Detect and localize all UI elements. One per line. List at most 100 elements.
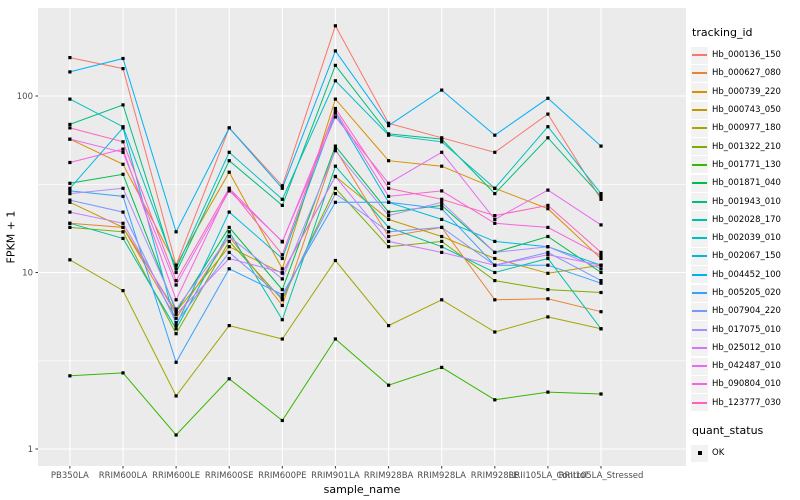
data-point xyxy=(387,214,391,218)
data-point xyxy=(121,289,125,293)
data-point xyxy=(174,298,178,302)
data-point xyxy=(546,136,550,140)
legend-label: Hb_004452_100 xyxy=(712,269,781,280)
legend-label: Hb_002028_170 xyxy=(712,214,781,225)
legend-color-line xyxy=(692,346,707,349)
legend-item-Hb_002028_170: Hb_002028_170 xyxy=(691,211,800,229)
data-point xyxy=(599,197,603,201)
data-point xyxy=(440,88,444,92)
data-point xyxy=(599,270,603,275)
data-point xyxy=(440,164,444,168)
legend-label: Hb_000743_050 xyxy=(712,105,781,116)
legend-label: Hb_001943_010 xyxy=(712,196,781,207)
data-point xyxy=(68,97,72,101)
data-point xyxy=(546,390,550,394)
data-point xyxy=(387,324,391,328)
legend-title-quant-status: quant_status xyxy=(692,423,764,437)
data-point xyxy=(227,239,231,243)
data-point xyxy=(280,298,284,302)
data-point xyxy=(493,256,497,261)
data-point xyxy=(599,290,603,295)
data-point xyxy=(440,207,444,211)
legend-label: Hb_000627_080 xyxy=(712,68,781,79)
legend-color-line xyxy=(692,383,707,386)
data-point xyxy=(174,316,178,320)
data-point xyxy=(68,374,72,378)
data-point xyxy=(599,392,603,396)
legend-key-line-icon xyxy=(691,247,708,265)
legend-color-line xyxy=(692,273,707,276)
legend-color-line xyxy=(692,401,707,404)
data-point xyxy=(227,189,231,193)
data-point xyxy=(174,230,178,234)
legend-color-line xyxy=(692,90,707,93)
data-point xyxy=(68,181,72,185)
data-point xyxy=(280,293,284,297)
legend: tracking_id Hb_000136_150 Hb_000627_080 Hb… xyxy=(691,26,800,462)
data-point xyxy=(174,307,178,311)
data-point xyxy=(440,217,444,221)
data-point xyxy=(599,327,603,331)
data-point xyxy=(387,186,391,190)
x-axis-title: sample_name xyxy=(323,483,401,496)
legend-item-Hb_000739_220: Hb_000739_220 xyxy=(691,83,800,101)
data-point xyxy=(174,310,178,314)
data-point xyxy=(68,221,72,225)
data-point xyxy=(546,271,550,275)
data-point xyxy=(174,267,178,271)
legend-label: Hb_007904_220 xyxy=(712,306,781,317)
legend-label: Hb_017075_010 xyxy=(712,324,781,335)
data-point xyxy=(227,210,231,214)
legend-label: Hb_000977_180 xyxy=(712,123,781,134)
data-point xyxy=(440,140,444,144)
data-point xyxy=(387,217,391,221)
data-point xyxy=(387,121,391,125)
legend-item-Hb_000627_080: Hb_000627_080 xyxy=(691,64,800,82)
data-point xyxy=(174,321,178,325)
data-point xyxy=(333,79,337,83)
data-point xyxy=(546,250,550,254)
data-point xyxy=(440,137,444,141)
data-point xyxy=(333,49,337,53)
legend-color-line xyxy=(692,310,707,313)
x-tick-label: RRIM928LE xyxy=(471,471,519,481)
data-point xyxy=(546,253,550,257)
legend-key-line-icon xyxy=(691,156,708,174)
data-point xyxy=(174,312,178,316)
data-point xyxy=(68,258,72,262)
data-point xyxy=(121,194,125,198)
legend-item-Hb_123777_030: Hb_123777_030 xyxy=(691,394,800,412)
data-point xyxy=(227,150,231,154)
data-point xyxy=(493,250,497,254)
legend-label: Hb_000739_220 xyxy=(712,86,781,97)
legend-item-Hb_090804_010: Hb_090804_010 xyxy=(691,375,800,393)
data-point xyxy=(121,67,125,71)
data-point xyxy=(387,245,391,249)
legend-label: Hb_042487_010 xyxy=(712,361,781,372)
legend-color-line xyxy=(692,145,707,148)
data-point xyxy=(387,181,391,185)
legend-key-line-icon xyxy=(691,119,708,137)
x-tick-label: RRIM600LA xyxy=(99,471,148,481)
data-point xyxy=(493,214,497,218)
data-point xyxy=(68,192,72,196)
x-tick-label: RRII105LA_Stressed xyxy=(559,471,644,481)
data-point xyxy=(68,198,72,202)
legend-label: Hb_001771_130 xyxy=(712,159,781,170)
data-point xyxy=(440,150,444,154)
legend-item-Hb_005205_020: Hb_005205_020 xyxy=(691,284,800,302)
data-point xyxy=(174,433,178,437)
legend-key-line-icon xyxy=(691,46,708,64)
legend-label: Hb_000136_150 xyxy=(712,50,781,61)
legend-key-line-icon xyxy=(691,302,708,320)
x-tick-label: RRIM600LE xyxy=(152,471,200,481)
black-square-point-icon xyxy=(697,451,702,456)
data-point xyxy=(333,106,337,111)
data-point xyxy=(493,133,497,137)
legend-label: Hb_123777_030 xyxy=(712,397,781,408)
data-point xyxy=(546,203,550,207)
data-point xyxy=(546,112,550,116)
legend-label-ok: OK xyxy=(712,448,725,459)
data-point xyxy=(599,253,603,257)
